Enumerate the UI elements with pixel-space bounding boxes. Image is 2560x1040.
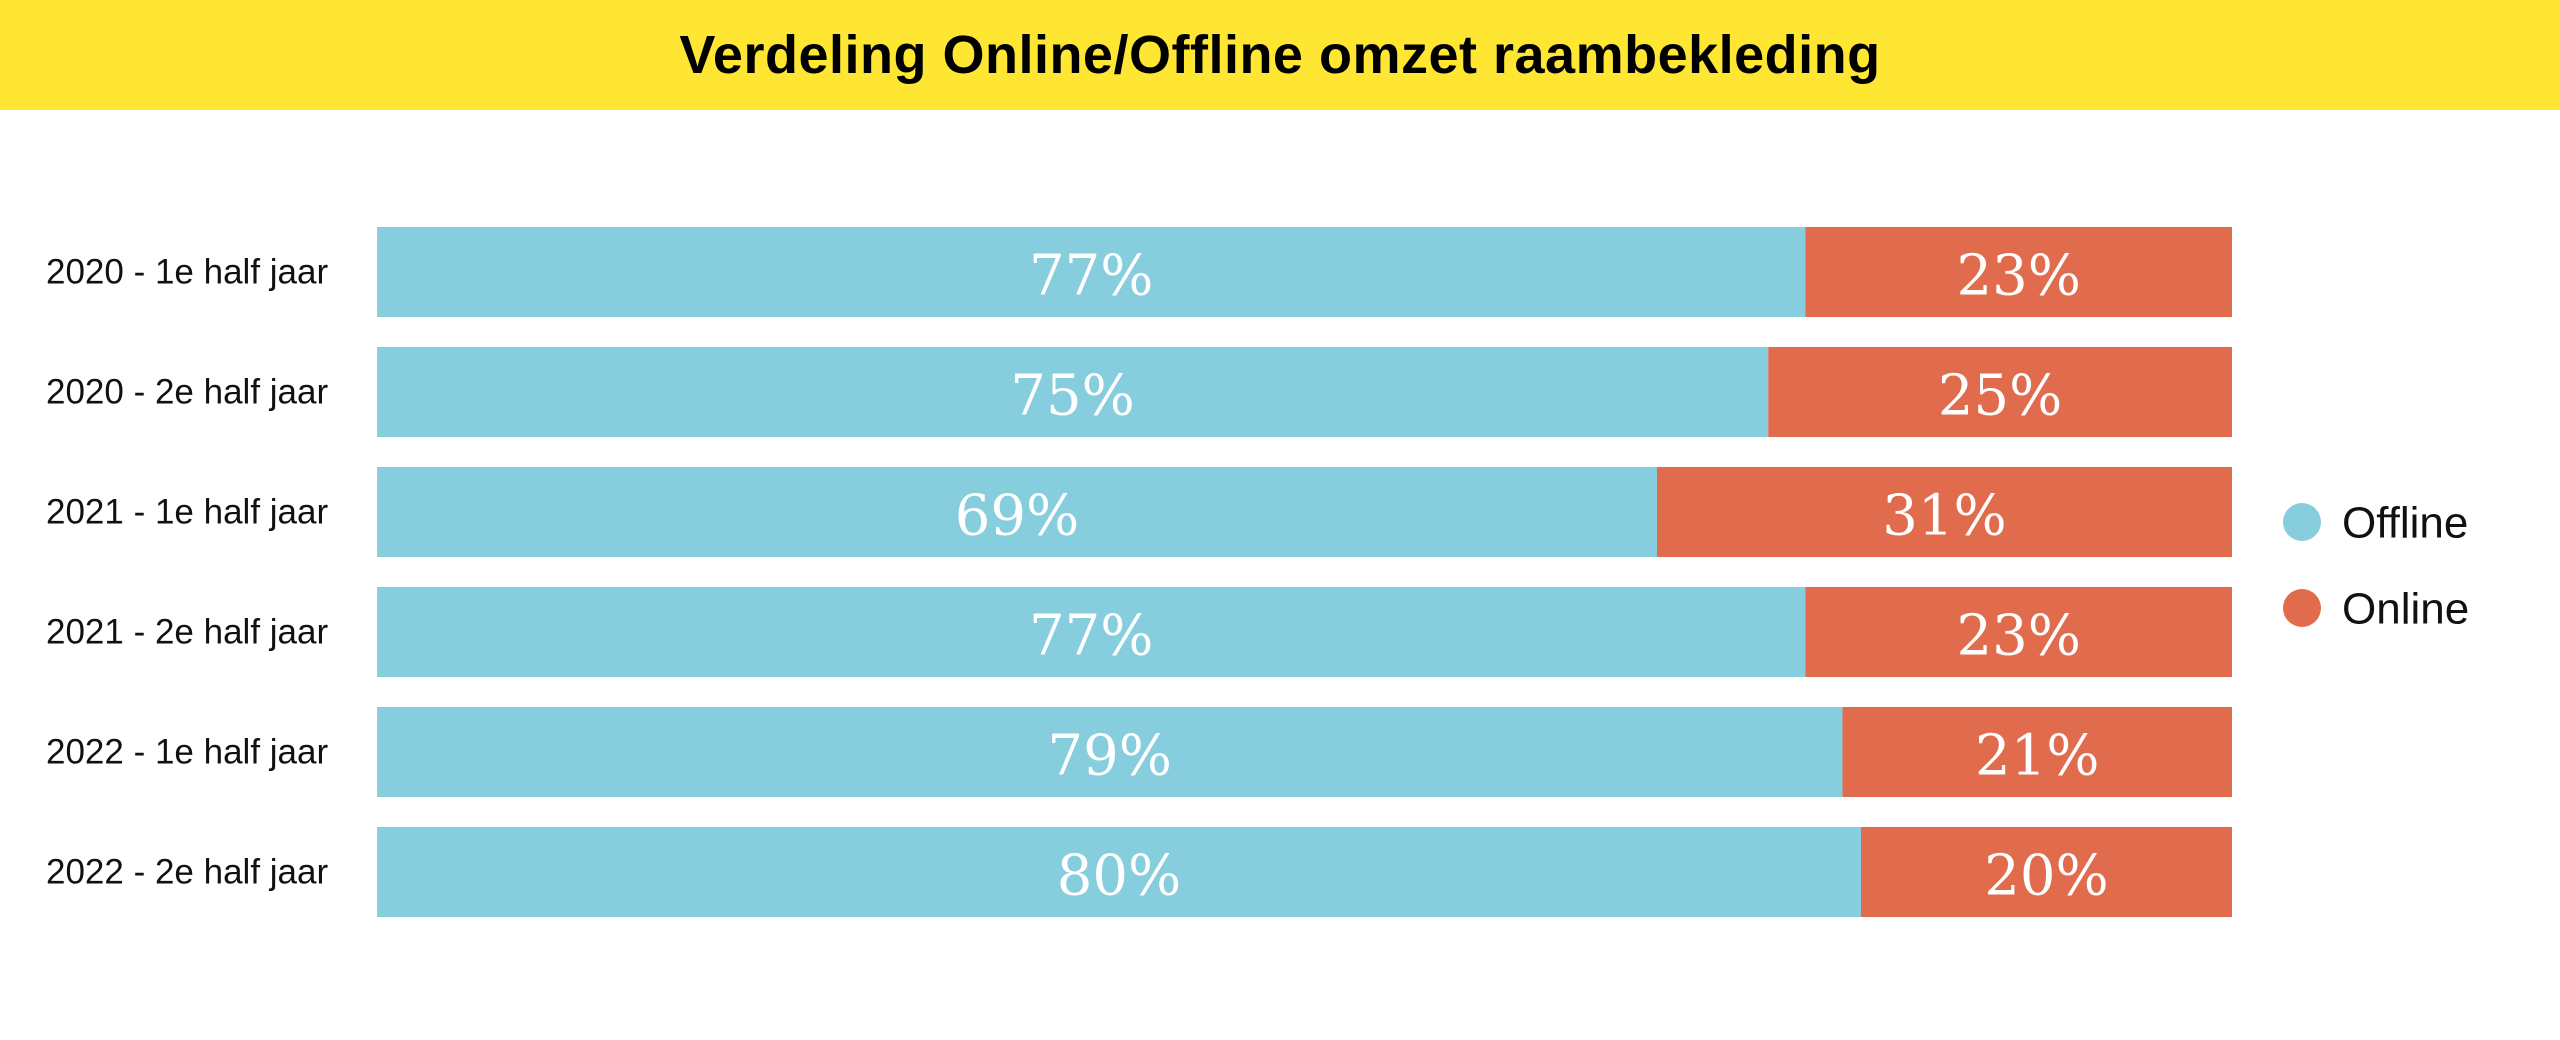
bars-layer <box>377 227 2232 917</box>
data-label-online: 23% <box>1956 244 2080 309</box>
data-label-online: 21% <box>1975 724 2099 789</box>
data-label-online: 31% <box>1882 484 2006 549</box>
legend-marker-online <box>2283 589 2321 627</box>
bar-segment-offline <box>377 227 1806 317</box>
bar-segment-offline <box>377 587 1806 677</box>
data-label-online: 20% <box>1984 844 2108 909</box>
category-label: 2021 - 2e half jaar <box>46 613 328 652</box>
data-label-online: 25% <box>1938 364 2062 429</box>
data-label-offline: 80% <box>1057 844 1181 909</box>
legend: Offline Online <box>2283 499 2469 634</box>
bar-segment-online <box>1861 827 2232 917</box>
data-label-online: 23% <box>1956 604 2080 669</box>
chart-title: Verdeling Online/Offline omzet raambekle… <box>679 25 1881 85</box>
bar-segment-online <box>1805 227 2232 317</box>
bar-segment-offline <box>377 347 1769 437</box>
legend-label-online: Online <box>2342 585 2469 634</box>
bar-segment-offline <box>377 707 1843 797</box>
data-label-offline: 79% <box>1047 724 1171 789</box>
legend-label-offline: Offline <box>2342 499 2468 548</box>
legend-marker-offline <box>2283 503 2321 541</box>
category-label: 2020 - 2e half jaar <box>46 373 328 412</box>
data-label-offline: 77% <box>1029 604 1153 669</box>
bar-segment-online <box>1656 467 2232 557</box>
bar-segment-online <box>1805 587 2232 677</box>
category-label: 2022 - 1e half jaar <box>46 733 328 772</box>
data-label-offline: 77% <box>1029 244 1153 309</box>
title-banner: Verdeling Online/Offline omzet raambekle… <box>0 0 2560 110</box>
labels-layer: 2020 - 1e half jaar 77% 23% 2020 - 2e half … <box>46 244 2109 909</box>
bar-segment-online <box>1768 347 2232 437</box>
data-label-offline: 69% <box>955 484 1079 549</box>
category-label: 2022 - 2e half jaar <box>46 853 328 892</box>
category-label: 2020 - 1e half jaar <box>46 253 328 292</box>
data-label-offline: 75% <box>1010 364 1134 429</box>
bar-segment-offline <box>377 827 1861 917</box>
bar-segment-offline <box>377 467 1657 557</box>
category-label: 2021 - 1e half jaar <box>46 493 328 532</box>
bar-segment-online <box>1842 707 2232 797</box>
